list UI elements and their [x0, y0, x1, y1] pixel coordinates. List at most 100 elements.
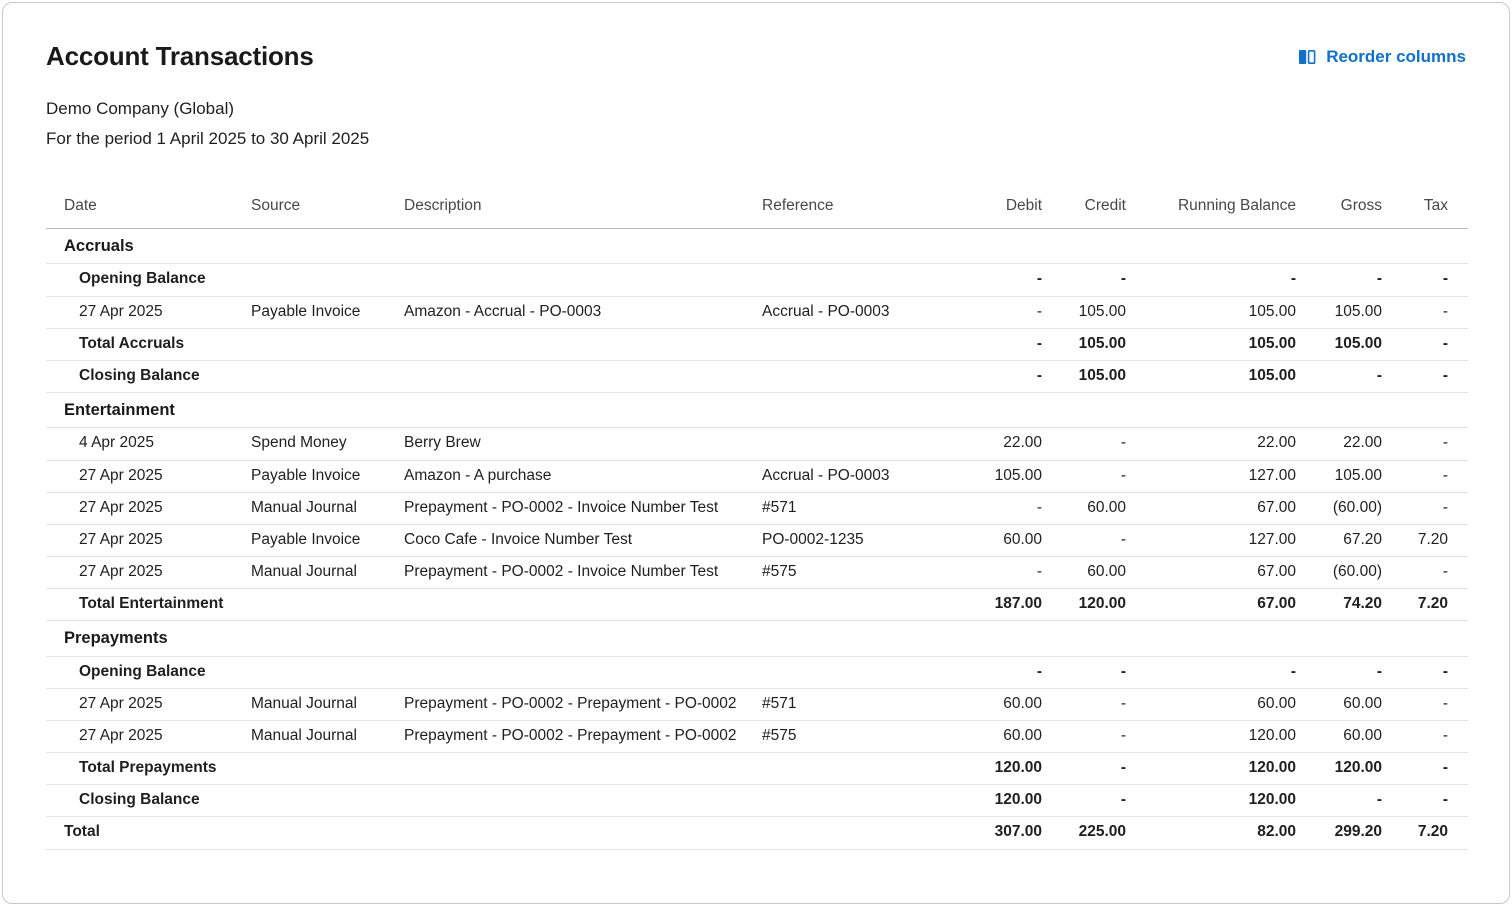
cell-reference: Accrual - PO-0003 [762, 460, 964, 493]
section-header-row: Prepayments [46, 620, 1468, 657]
summary-row: Total Entertainment 187.00 120.00 67.00 74.2… [46, 588, 1468, 622]
summary-label: Closing Balance [46, 784, 964, 818]
summary-row: Opening Balance - - - - - [46, 656, 1468, 689]
cell-description: Prepayment - PO-0002 - Prepayment - PO-0… [404, 720, 762, 754]
cell-source: Payable Invoice [251, 524, 404, 558]
report-period: For the period 1 April 2025 to 30 April … [46, 129, 370, 148]
section-name: Prepayments [46, 620, 1468, 657]
cell-running-balance: 120.00 [1128, 784, 1298, 818]
cell-description: Amazon - A purchase [404, 460, 762, 493]
transaction-row: 27 Apr 2025 Payable Invoice Coco Cafe - In… [46, 524, 1468, 558]
reorder-columns-button[interactable]: Reorder columns [1298, 47, 1466, 67]
cell-debit: - [964, 360, 1044, 394]
transaction-row: 27 Apr 2025 Manual Journal Prepayment - PO… [46, 688, 1468, 722]
cell-date: 27 Apr 2025 [46, 556, 251, 590]
cell-running-balance: 127.00 [1128, 524, 1298, 558]
col-header-gross: Gross [1298, 185, 1384, 229]
cell-reference: #575 [762, 556, 964, 590]
cell-running-balance: 105.00 [1128, 296, 1298, 329]
cell-date: 27 Apr 2025 [46, 688, 251, 722]
cell-tax: 7.20 [1384, 524, 1468, 558]
cell-credit: - [1044, 460, 1128, 493]
cell-date: 27 Apr 2025 [46, 460, 251, 493]
cell-description: Prepayment - PO-0002 - Invoice Number Te… [404, 492, 762, 525]
cell-reference [762, 427, 964, 461]
cell-source: Payable Invoice [251, 296, 404, 329]
cell-date: 27 Apr 2025 [46, 524, 251, 558]
cell-credit: 120.00 [1044, 588, 1128, 622]
cell-tax: - [1384, 656, 1468, 689]
cell-debit: 307.00 [964, 816, 1044, 850]
cell-debit: 105.00 [964, 460, 1044, 493]
col-header-running-balance: Running Balance [1128, 185, 1298, 229]
cell-gross: - [1298, 784, 1384, 818]
grand-total-label: Total [46, 816, 964, 850]
page-title: Account Transactions [46, 41, 314, 71]
cell-debit: 60.00 [964, 524, 1044, 558]
columns-icon [1298, 48, 1317, 66]
cell-debit: 60.00 [964, 720, 1044, 754]
section-header-row: Entertainment [46, 392, 1468, 429]
cell-gross: 60.00 [1298, 720, 1384, 754]
cell-gross: (60.00) [1298, 556, 1384, 590]
cell-gross: 22.00 [1298, 427, 1384, 461]
cell-debit: 120.00 [964, 752, 1044, 786]
col-header-description: Description [404, 185, 762, 229]
cell-running-balance: 120.00 [1128, 720, 1298, 754]
cell-tax: - [1384, 556, 1468, 590]
cell-gross: 74.20 [1298, 588, 1384, 622]
cell-credit: - [1044, 752, 1128, 786]
cell-source: Manual Journal [251, 688, 404, 722]
summary-row: Closing Balance 120.00-120.00- - [46, 784, 1468, 818]
col-header-tax: Tax [1384, 185, 1468, 229]
cell-gross: - [1298, 263, 1384, 297]
cell-date: 27 Apr 2025 [46, 720, 251, 754]
cell-credit: 60.00 [1044, 492, 1128, 525]
cell-credit: 105.00 [1044, 296, 1128, 329]
cell-debit: 187.00 [964, 588, 1044, 622]
cell-debit: - [964, 556, 1044, 590]
cell-tax: 7.20 [1384, 816, 1468, 850]
transaction-row: 4 Apr 2025 Spend Money Berry Brew 22.00-22.… [46, 427, 1468, 461]
cell-running-balance: 82.00 [1128, 816, 1298, 850]
cell-running-balance: 22.00 [1128, 427, 1298, 461]
summary-row: Closing Balance -105.00 105.00- - [46, 360, 1468, 394]
cell-reference: #571 [762, 688, 964, 722]
cell-description: Amazon - Accrual - PO-0003 [404, 296, 762, 329]
transactions-table: Date Source Description Reference Debit … [46, 185, 1468, 850]
cell-tax: - [1384, 492, 1468, 525]
cell-credit: 105.00 [1044, 360, 1128, 394]
cell-gross: 105.00 [1298, 328, 1384, 361]
cell-gross: 60.00 [1298, 688, 1384, 722]
cell-reference: PO-0002-1235 [762, 524, 964, 558]
transaction-row: 27 Apr 2025 Manual Journal Prepayment - PO… [46, 720, 1468, 754]
cell-debit: - [964, 328, 1044, 361]
cell-gross: 105.00 [1298, 296, 1384, 329]
company-name: Demo Company (Global) [46, 99, 235, 118]
summary-row: Total Prepayments 120.00-120.00 120.00- [46, 752, 1468, 786]
cell-running-balance: - [1128, 656, 1298, 689]
cell-tax: - [1384, 752, 1468, 786]
cell-source: Manual Journal [251, 556, 404, 590]
summary-label: Total Entertainment [46, 588, 964, 622]
cell-running-balance: - [1128, 263, 1298, 297]
grand-total-row: Total 307.00 225.00 82.00 299.20 7.20 [46, 816, 1468, 850]
col-header-source: Source [251, 185, 404, 229]
cell-gross: (60.00) [1298, 492, 1384, 525]
col-header-reference: Reference [762, 185, 964, 229]
cell-description: Berry Brew [404, 427, 762, 461]
cell-tax: - [1384, 784, 1468, 818]
cell-credit: 60.00 [1044, 556, 1128, 590]
cell-credit: - [1044, 263, 1128, 297]
cell-tax: - [1384, 427, 1468, 461]
cell-gross: 67.20 [1298, 524, 1384, 558]
summary-label: Opening Balance [46, 656, 964, 689]
cell-credit: - [1044, 427, 1128, 461]
cell-running-balance: 67.00 [1128, 588, 1298, 622]
cell-source: Manual Journal [251, 492, 404, 525]
section-name: Entertainment [46, 392, 1468, 429]
cell-running-balance: 127.00 [1128, 460, 1298, 493]
cell-description: Coco Cafe - Invoice Number Test [404, 524, 762, 558]
cell-gross: 299.20 [1298, 816, 1384, 850]
